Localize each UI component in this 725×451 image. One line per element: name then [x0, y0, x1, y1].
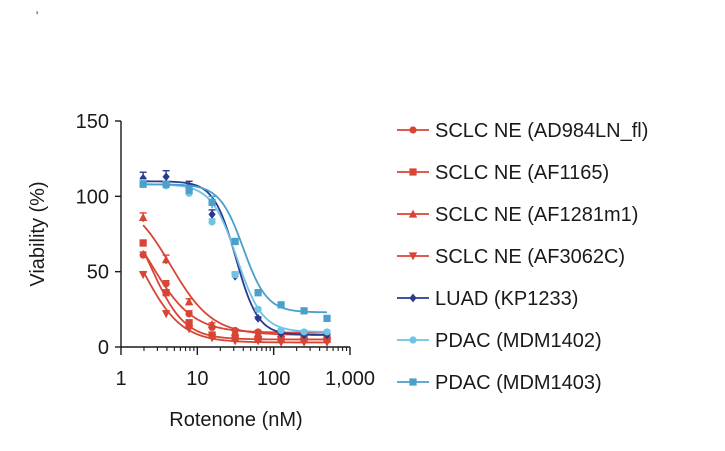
- legend-marker: [409, 293, 417, 303]
- data-point: [208, 198, 216, 206]
- data-point: [300, 328, 308, 336]
- legend-marker: [409, 168, 417, 176]
- data-point: [162, 180, 170, 188]
- data-point: [162, 280, 170, 288]
- x-tick-label: 1,000: [325, 368, 375, 390]
- data-point: [162, 172, 170, 182]
- y-tick-label: 50: [87, 262, 109, 284]
- data-point: [276, 338, 286, 347]
- legend-marker: [409, 126, 417, 134]
- data-point: [300, 307, 308, 315]
- legend-marker: [409, 336, 417, 344]
- legend-label: SCLC NE (AF1165): [435, 162, 609, 184]
- y-tick-label: 150: [76, 111, 109, 133]
- x-tick-label: 100: [257, 368, 290, 390]
- data-point: [185, 319, 193, 327]
- legend-label: LUAD (KP1233): [435, 288, 578, 310]
- legend-label: PDAC (MDM1403): [435, 372, 602, 394]
- data-point: [138, 213, 148, 222]
- data-point: [184, 297, 194, 306]
- data-point: [277, 326, 285, 335]
- series-4: [138, 270, 332, 347]
- plot-area: [138, 170, 332, 347]
- y-tick-label: 100: [76, 186, 109, 208]
- x-tick-label: 1: [115, 368, 126, 390]
- legend-label: PDAC (MDM1402): [435, 330, 602, 352]
- legend-item: LUAD (KP1233): [397, 288, 578, 310]
- data-point: [139, 180, 147, 188]
- data-point: [277, 301, 285, 309]
- data-point: [161, 310, 171, 319]
- legend-label: SCLC NE (AF1281m1): [435, 204, 638, 226]
- data-point: [138, 271, 148, 280]
- data-point: [139, 239, 147, 247]
- data-point: [322, 338, 332, 347]
- data-point: [230, 337, 240, 346]
- data-point: [230, 327, 240, 336]
- legend-item: SCLC NE (AF3062C): [397, 246, 625, 268]
- data-point: [253, 329, 263, 338]
- data-point: [184, 325, 194, 334]
- legend-item: SCLC NE (AF1165): [397, 162, 609, 184]
- x-tick-label: 10: [186, 368, 208, 390]
- data-point: [254, 289, 262, 297]
- data-point: [323, 328, 331, 336]
- legend-label: SCLC NE (AD984LN_fl): [435, 120, 648, 142]
- y-axis-title: Viability (%): [27, 181, 49, 286]
- data-point: [254, 305, 262, 313]
- data-point: [207, 334, 217, 343]
- series-7: [139, 180, 331, 322]
- x-axis-title: Rotenone (nM): [169, 409, 302, 431]
- legend-marker: [408, 209, 418, 218]
- data-point: [208, 218, 216, 226]
- legend-item: PDAC (MDM1402): [397, 330, 602, 352]
- data-point: [231, 271, 239, 279]
- data-point: [207, 320, 217, 328]
- data-point: [254, 313, 262, 323]
- axes: 0 50 100 150 1 10 100 1,000: [76, 111, 375, 390]
- data-point: [162, 289, 170, 297]
- legend-item: SCLC NE (AD984LN_fl): [397, 120, 648, 142]
- data-point: [185, 310, 193, 318]
- legend-marker: [408, 252, 418, 261]
- legend-item: SCLC NE (AF1281m1): [397, 204, 638, 226]
- data-point: [185, 186, 193, 194]
- legend-label: SCLC NE (AF3062C): [435, 246, 625, 268]
- fit-curve: [143, 183, 328, 314]
- data-point: [231, 237, 239, 246]
- corner-mark: ': [36, 9, 38, 23]
- y-tick-label: 0: [98, 337, 109, 359]
- data-point: [253, 337, 263, 346]
- legend-marker: [409, 378, 417, 386]
- legend-item: PDAC (MDM1403): [397, 372, 602, 394]
- data-point: [299, 338, 309, 347]
- legend: SCLC NE (AD984LN_fl) SCLC NE (AF1165) SCLC…: [397, 120, 648, 394]
- fit-curve: [142, 250, 328, 334]
- data-point: [161, 255, 171, 264]
- data-point: [208, 210, 216, 219]
- data-point: [323, 314, 331, 322]
